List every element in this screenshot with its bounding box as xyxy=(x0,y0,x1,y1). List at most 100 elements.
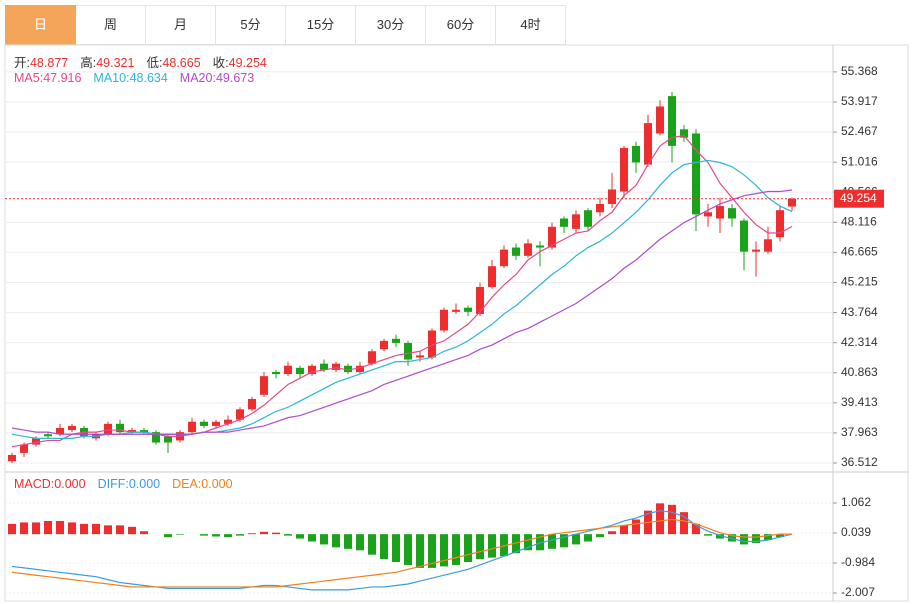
candle-body xyxy=(680,129,688,138)
legend-value: 49.673 xyxy=(215,71,255,85)
macd-bar xyxy=(260,531,268,535)
y-tick-label: 0.039 xyxy=(841,525,871,539)
candle-body xyxy=(584,210,592,227)
macd-bar xyxy=(92,523,100,535)
candle-body xyxy=(344,365,352,372)
candle-body xyxy=(104,423,112,435)
candle-body xyxy=(416,355,424,358)
candle-body xyxy=(356,365,364,372)
candle-body xyxy=(608,189,616,204)
candle-body xyxy=(764,239,772,252)
candle-body xyxy=(440,309,448,331)
macd-bar xyxy=(140,531,148,535)
legend-label: DEA: xyxy=(172,477,202,491)
candle-body xyxy=(560,218,568,227)
macd-bar xyxy=(740,534,748,545)
ohlc-value: 48.877 xyxy=(29,56,69,70)
y-tick-label: 53.917 xyxy=(841,94,878,108)
ma-line xyxy=(11,134,793,448)
last-price-label: 49.254 xyxy=(840,191,877,205)
legend-value: 0.000 xyxy=(128,477,161,491)
macd-bar xyxy=(200,534,208,536)
macd-bar xyxy=(608,531,616,535)
y-tick-label: 1.062 xyxy=(841,495,871,509)
candle-body xyxy=(188,421,196,433)
candle-body xyxy=(140,430,148,433)
candle-body xyxy=(8,454,16,462)
candle-body xyxy=(200,421,208,426)
macd-bar xyxy=(80,523,88,535)
y-tick-label: 43.764 xyxy=(841,305,878,319)
ohlc-label: 开: xyxy=(14,56,30,70)
candle-body xyxy=(692,133,700,215)
macd-bar xyxy=(764,534,772,541)
candle-body xyxy=(596,203,604,213)
macd-bar xyxy=(524,534,532,551)
macd-bar xyxy=(452,534,460,565)
ohlc-value: 48.665 xyxy=(162,56,201,70)
candle-body xyxy=(236,409,244,420)
macd-bar xyxy=(632,519,640,535)
legend-value: 47.916 xyxy=(43,71,82,85)
candle-body xyxy=(512,247,520,256)
candle-body xyxy=(656,106,664,134)
y-tick-label: -0.984 xyxy=(841,555,875,569)
macd-bar xyxy=(680,512,688,535)
candle-body xyxy=(452,309,460,312)
y-tick-label: 39.413 xyxy=(841,395,878,409)
candle-body xyxy=(428,330,436,358)
candle-body xyxy=(704,212,712,217)
candle-body xyxy=(116,423,124,433)
macd-bar xyxy=(560,534,568,548)
macd-bar xyxy=(428,534,436,568)
y-tick-label: 42.314 xyxy=(841,335,878,349)
y-tick-label: 46.665 xyxy=(841,245,878,259)
legend-label: MA20: xyxy=(179,71,216,85)
macd-bar xyxy=(344,534,352,549)
y-tick-label: 45.215 xyxy=(841,275,878,289)
macd-bar xyxy=(332,534,340,548)
macd-bar xyxy=(8,523,16,535)
candle-body xyxy=(404,342,412,360)
candle-body xyxy=(308,365,316,375)
legend-label: MA10: xyxy=(93,71,130,85)
ohlc-value: 49.254 xyxy=(228,56,267,70)
legend-label: MACD: xyxy=(14,477,55,491)
macd-bar xyxy=(248,533,256,535)
candle-body xyxy=(224,419,232,424)
macd-bar xyxy=(716,534,724,539)
macd-bar xyxy=(656,503,664,535)
legend-value: 0.000 xyxy=(201,477,233,491)
candle-body xyxy=(728,208,736,219)
candle-body xyxy=(752,249,760,252)
ma-legend: MA5:47.916 MA10:48.634 MA20:49.673 xyxy=(14,71,266,85)
candle-body xyxy=(464,307,472,312)
candle-body xyxy=(68,425,76,431)
y-tick-label: 40.863 xyxy=(841,365,878,379)
macd-bar xyxy=(512,534,520,554)
y-tick-label: 36.512 xyxy=(841,455,878,469)
macd-bar xyxy=(296,534,304,539)
macd-bar xyxy=(56,520,64,535)
period-tab[interactable]: 日 xyxy=(5,5,76,45)
macd-bar xyxy=(308,534,316,542)
candle-body xyxy=(248,398,256,410)
macd-bar xyxy=(20,522,28,535)
ohlc-label: 低: xyxy=(146,56,163,70)
candle-body xyxy=(272,371,280,375)
y-tick-label: 51.016 xyxy=(841,154,878,168)
candle-body xyxy=(260,376,268,395)
legend-value: 48.634 xyxy=(129,71,168,85)
macd-line xyxy=(11,510,793,591)
macd-bar xyxy=(368,534,376,555)
y-tick-label: 55.368 xyxy=(841,64,878,78)
candle-body xyxy=(128,430,136,433)
macd-bar xyxy=(728,534,736,542)
candle-body xyxy=(320,363,328,370)
macd-bar xyxy=(620,525,628,535)
macd-bar xyxy=(272,532,280,535)
macd-bar xyxy=(32,522,40,535)
candle-body xyxy=(572,214,580,229)
